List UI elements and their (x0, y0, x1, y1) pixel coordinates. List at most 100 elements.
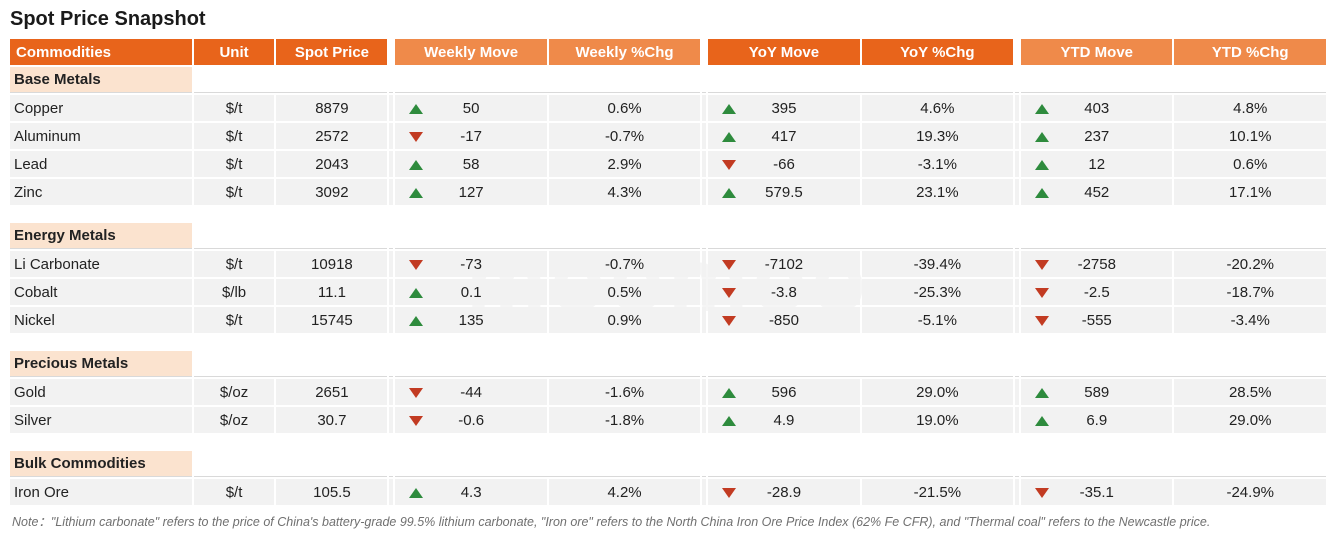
spacer-row (10, 335, 1326, 349)
cell-weekly-pct: -0.7% (549, 123, 700, 149)
arrow-up-icon (409, 104, 423, 114)
cell-unit: $/lb (194, 279, 275, 305)
cell-price: 2043 (276, 151, 387, 177)
section-label: Precious Metals (10, 351, 192, 377)
cell-weekly-move: 4.3 (395, 479, 546, 505)
arrow-up-icon (1035, 388, 1049, 398)
cell-ytd-pct: -3.4% (1174, 307, 1326, 333)
cell-yoy-move: -66 (708, 151, 859, 177)
table-row: Silver $/oz 30.7 -0.6 -1.8% 4.9 19.0% 6.… (10, 407, 1326, 433)
cell-yoy-move: -850 (708, 307, 859, 333)
spacer-row (10, 435, 1326, 449)
cell-ytd-pct: 4.8% (1174, 95, 1326, 121)
arrow-down-icon (1035, 288, 1049, 298)
price-table: Commodities Unit Spot Price Weekly Move … (8, 37, 1328, 507)
cell-weekly-pct: 0.5% (549, 279, 700, 305)
arrow-down-icon (722, 488, 736, 498)
cell-weekly-pct: 4.3% (549, 179, 700, 205)
section-header: Energy Metals (10, 223, 1326, 249)
cell-weekly-move: -0.6 (395, 407, 546, 433)
arrow-up-icon (722, 188, 736, 198)
header-row: Commodities Unit Spot Price Weekly Move … (10, 39, 1326, 65)
th-weekly-pct: Weekly %Chg (549, 39, 700, 65)
cell-weekly-pct: 2.9% (549, 151, 700, 177)
table-row: Gold $/oz 2651 -44 -1.6% 596 29.0% 589 2… (10, 379, 1326, 405)
cell-name: Nickel (10, 307, 192, 333)
cell-weekly-move: 58 (395, 151, 546, 177)
table-row: Iron Ore $/t 105.5 4.3 4.2% -28.9 -21.5%… (10, 479, 1326, 505)
th-commodities: Commodities (10, 39, 192, 65)
cell-ytd-move: -555 (1021, 307, 1172, 333)
section-label: Base Metals (10, 67, 192, 93)
cell-ytd-pct: -18.7% (1174, 279, 1326, 305)
cell-ytd-move: -2.5 (1021, 279, 1172, 305)
cell-price: 2572 (276, 123, 387, 149)
cell-yoy-move: 395 (708, 95, 859, 121)
cell-unit: $/t (194, 479, 275, 505)
cell-name: Gold (10, 379, 192, 405)
cell-yoy-pct: 4.6% (862, 95, 1013, 121)
cell-price: 8879 (276, 95, 387, 121)
arrow-down-icon (409, 388, 423, 398)
arrow-down-icon (722, 316, 736, 326)
cell-yoy-pct: -21.5% (862, 479, 1013, 505)
arrow-down-icon (409, 132, 423, 142)
cell-weekly-move: 0.1 (395, 279, 546, 305)
arrow-up-icon (722, 104, 736, 114)
arrow-down-icon (409, 416, 423, 426)
cell-name: Li Carbonate (10, 251, 192, 277)
cell-unit: $/t (194, 251, 275, 277)
arrow-down-icon (722, 288, 736, 298)
cell-price: 11.1 (276, 279, 387, 305)
arrow-down-icon (1035, 260, 1049, 270)
cell-unit: $/t (194, 95, 275, 121)
cell-yoy-pct: 19.0% (862, 407, 1013, 433)
cell-name: Zinc (10, 179, 192, 205)
cell-yoy-pct: -3.1% (862, 151, 1013, 177)
cell-unit: $/t (194, 123, 275, 149)
cell-yoy-move: -7102 (708, 251, 859, 277)
cell-yoy-move: 596 (708, 379, 859, 405)
th-ytd-move: YTD Move (1021, 39, 1172, 65)
th-weekly-move: Weekly Move (395, 39, 546, 65)
arrow-up-icon (722, 388, 736, 398)
cell-ytd-pct: 10.1% (1174, 123, 1326, 149)
arrow-down-icon (1035, 488, 1049, 498)
th-ytd-pct: YTD %Chg (1174, 39, 1326, 65)
cell-unit: $/t (194, 307, 275, 333)
cell-ytd-pct: -24.9% (1174, 479, 1326, 505)
cell-ytd-move: 403 (1021, 95, 1172, 121)
arrow-down-icon (722, 260, 736, 270)
cell-ytd-move: 6.9 (1021, 407, 1172, 433)
cell-weekly-move: 50 (395, 95, 546, 121)
cell-price: 10918 (276, 251, 387, 277)
cell-yoy-pct: -39.4% (862, 251, 1013, 277)
cell-yoy-pct: 29.0% (862, 379, 1013, 405)
section-label: Bulk Commodities (10, 451, 192, 477)
cell-ytd-move: 452 (1021, 179, 1172, 205)
cell-price: 2651 (276, 379, 387, 405)
cell-name: Lead (10, 151, 192, 177)
arrow-down-icon (1035, 316, 1049, 326)
cell-ytd-pct: 0.6% (1174, 151, 1326, 177)
cell-weekly-move: -17 (395, 123, 546, 149)
cell-price: 3092 (276, 179, 387, 205)
th-spot-price: Spot Price (276, 39, 387, 65)
cell-weekly-move: -44 (395, 379, 546, 405)
cell-price: 30.7 (276, 407, 387, 433)
cell-ytd-move: 237 (1021, 123, 1172, 149)
cell-name: Cobalt (10, 279, 192, 305)
cell-weekly-pct: -0.7% (549, 251, 700, 277)
arrow-up-icon (409, 288, 423, 298)
footnote: Note："Lithium carbonate" refers to the p… (8, 511, 1328, 530)
cell-yoy-move: 4.9 (708, 407, 859, 433)
cell-weekly-move: 135 (395, 307, 546, 333)
arrow-up-icon (1035, 188, 1049, 198)
cell-yoy-move: 417 (708, 123, 859, 149)
table-row: Lead $/t 2043 58 2.9% -66 -3.1% 12 0.6% (10, 151, 1326, 177)
spacer-row (10, 207, 1326, 221)
cell-weekly-pct: 0.9% (549, 307, 700, 333)
cell-yoy-pct: -5.1% (862, 307, 1013, 333)
cell-ytd-move: 12 (1021, 151, 1172, 177)
arrow-up-icon (1035, 416, 1049, 426)
